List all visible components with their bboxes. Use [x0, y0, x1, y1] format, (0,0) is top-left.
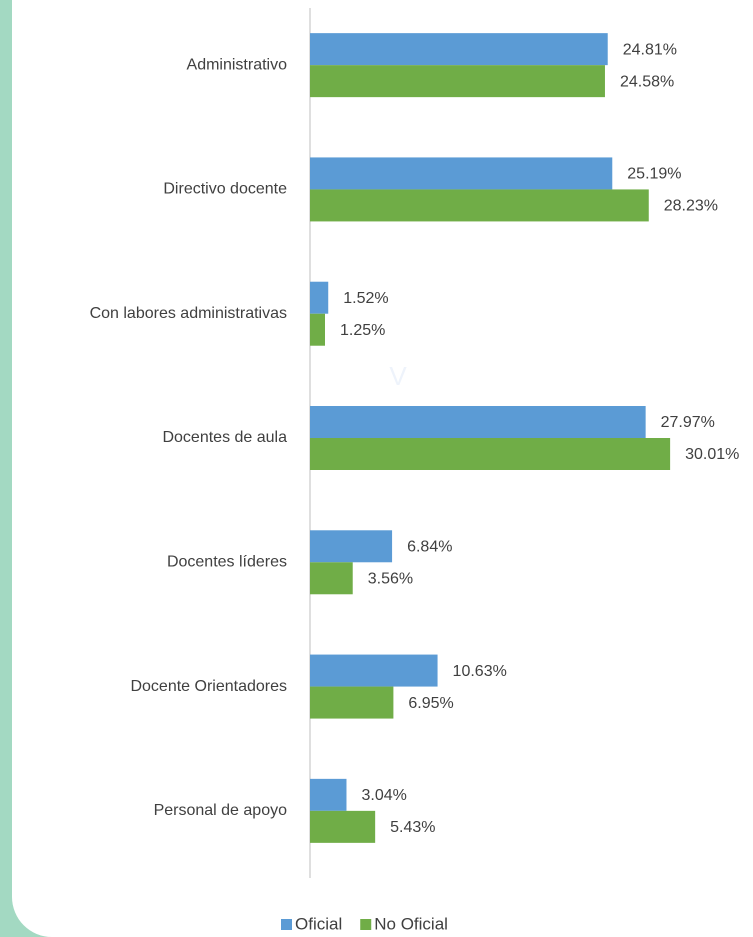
value-label: 1.25%: [340, 322, 385, 339]
category-label: Docentes líderes: [167, 554, 287, 571]
value-label: 25.19%: [627, 166, 681, 183]
bar: [310, 562, 353, 595]
bar: [310, 654, 438, 687]
value-label: 3.56%: [368, 571, 413, 588]
category-label: Directivo docente: [163, 181, 287, 198]
bar: [310, 810, 376, 843]
category-label: Docente Orientadores: [130, 678, 287, 695]
bar: [310, 438, 671, 470]
value-label: 5.43%: [390, 819, 435, 836]
value-label: 6.84%: [407, 539, 452, 556]
category-label: Docentes de aula: [162, 429, 287, 446]
bar: [310, 189, 649, 222]
value-label: 27.97%: [661, 414, 715, 431]
legend-swatch: [360, 919, 372, 930]
value-label: 10.63%: [453, 663, 507, 680]
category-label: Personal de apoyo: [154, 802, 288, 819]
value-label: 6.95%: [408, 695, 453, 712]
legend-label: No Oficial: [374, 914, 448, 933]
value-label: 30.01%: [685, 446, 739, 463]
annotation: V: [389, 361, 407, 391]
category-label: Con labores administrativas: [90, 305, 287, 322]
bar: [310, 778, 347, 811]
bar: [310, 65, 605, 98]
bar: [310, 281, 329, 314]
value-label: 28.23%: [664, 198, 718, 215]
value-label: 24.81%: [623, 41, 677, 58]
bar: [310, 530, 393, 563]
value-label: 1.52%: [343, 290, 388, 307]
bar: [310, 33, 608, 66]
category-label: Administrativo: [187, 56, 288, 73]
value-label: 3.04%: [361, 787, 406, 804]
bar: [310, 157, 613, 190]
bar: [310, 313, 325, 346]
value-label: 24.58%: [620, 73, 674, 90]
bar: [310, 406, 646, 438]
bar: [310, 686, 394, 719]
legend-label: Oficial: [295, 914, 342, 933]
legend-swatch: [281, 919, 292, 930]
